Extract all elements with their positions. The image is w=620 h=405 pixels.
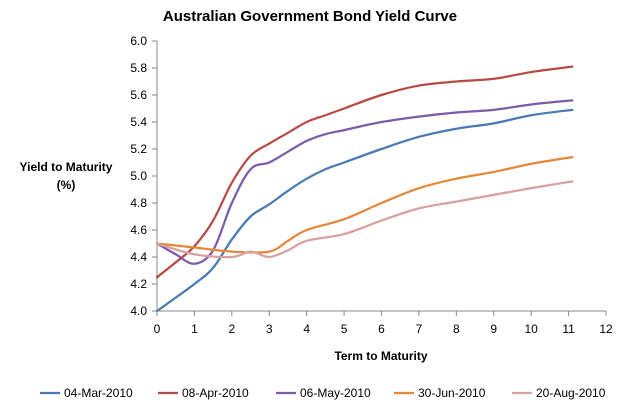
y-tick-label: 5.8 bbox=[130, 61, 147, 75]
x-axis-label: Term to Maturity bbox=[334, 349, 427, 363]
x-tick-label: 9 bbox=[490, 322, 497, 336]
x-tick-label: 11 bbox=[562, 322, 575, 336]
x-tick-label: 12 bbox=[599, 322, 613, 336]
y-tick-label: 4.2 bbox=[130, 277, 147, 291]
legend-label-4: 30-Jun-2010 bbox=[418, 386, 486, 400]
x-tick-label: 7 bbox=[416, 322, 423, 336]
series-line-4 bbox=[155, 155, 574, 254]
legend-label-2: 08-Apr-2010 bbox=[182, 386, 249, 400]
y-tick-label: 5.4 bbox=[130, 115, 147, 129]
y-axis-label-line-2: (%) bbox=[57, 178, 76, 192]
series-line-1 bbox=[155, 108, 574, 313]
y-tick-label: 5.0 bbox=[130, 169, 147, 183]
x-tick-label: 6 bbox=[378, 322, 385, 336]
x-tick-label: 3 bbox=[266, 322, 273, 336]
y-tick-label: 4.0 bbox=[130, 304, 147, 318]
x-tick-label: 1 bbox=[191, 322, 198, 336]
plot-series bbox=[155, 65, 574, 313]
legend-label-5: 20-Aug-2010 bbox=[536, 386, 606, 400]
x-tick-label: 8 bbox=[453, 322, 460, 336]
series-line-3 bbox=[155, 99, 574, 265]
x-tick-label: 5 bbox=[341, 322, 348, 336]
y-tick-label: 5.2 bbox=[130, 142, 147, 156]
legend: 04-Mar-2010 08-Apr-2010 06-May-2010 30-Jun-… bbox=[40, 386, 606, 400]
x-tick-label: 0 bbox=[154, 322, 161, 336]
plot-axes: 4.04.24.44.64.85.05.25.45.65.86.00 1 2 3 4 5 6… bbox=[130, 34, 613, 336]
x-tick-label: 2 bbox=[228, 322, 235, 336]
series-line-5 bbox=[155, 180, 574, 259]
x-tick-label: 10 bbox=[524, 322, 538, 336]
y-tick-label: 4.8 bbox=[130, 196, 147, 210]
y-tick-label: 5.6 bbox=[130, 88, 147, 102]
y-tick-label: 4.6 bbox=[130, 223, 147, 237]
series-line-2 bbox=[155, 65, 574, 279]
y-tick-label: 6.0 bbox=[130, 34, 147, 48]
legend-label-3: 06-May-2010 bbox=[300, 386, 371, 400]
legend-label-1: 04-Mar-2010 bbox=[64, 386, 133, 400]
y-axis-label-line-1: Yield to Maturity bbox=[20, 160, 113, 174]
chart-title: Australian Government Bond Yield Curve bbox=[163, 8, 457, 25]
x-tick-label: 4 bbox=[303, 322, 310, 336]
y-tick-label: 4.4 bbox=[130, 250, 147, 264]
